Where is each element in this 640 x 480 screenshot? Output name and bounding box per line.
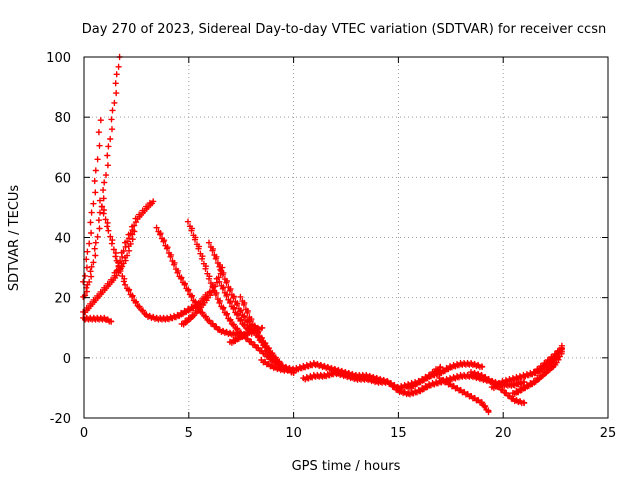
- series-track-13: [226, 324, 266, 347]
- y-tick-label: 40: [54, 232, 71, 247]
- axis-ticks: 0 5 10 15 20 25 -20 0 20 40 60 80 100: [46, 51, 616, 441]
- x-tick-label: 5: [185, 426, 193, 441]
- series-track-1: [80, 53, 123, 301]
- y-tick-label: 100: [46, 51, 71, 66]
- x-tick-label: 15: [390, 426, 407, 441]
- data-point-markers: [178, 264, 226, 328]
- data-point-markers: [530, 345, 566, 376]
- y-tick-label: -20: [50, 412, 71, 427]
- y-tick-label: 60: [54, 171, 71, 186]
- data-point-markers: [205, 239, 297, 377]
- y-tick-label: 80: [54, 111, 71, 126]
- series-track-21: [509, 348, 566, 398]
- y-tick-label: 20: [54, 292, 71, 307]
- data-point-markers: [436, 374, 492, 416]
- series-track-17: [404, 359, 486, 392]
- grid-layer: [84, 57, 608, 418]
- data-point-markers: [80, 53, 123, 301]
- x-tick-label: 25: [600, 426, 617, 441]
- series-track-18: [436, 374, 492, 416]
- data-point-markers: [153, 224, 245, 338]
- y-tick-label: 0: [63, 352, 71, 367]
- data-point-markers: [404, 359, 486, 392]
- series-track-9: [178, 264, 226, 328]
- data-point-markers: [226, 324, 266, 347]
- data-point-markers: [80, 228, 138, 316]
- series-track-4: [80, 228, 138, 316]
- x-tick-label: 10: [285, 426, 302, 441]
- series-track-7: [153, 224, 245, 338]
- data-marks: [80, 53, 566, 416]
- data-point-markers: [80, 117, 104, 285]
- chart-title: Day 270 of 2023, Sidereal Day-to-day VTE…: [82, 22, 606, 37]
- series-track-10: [205, 239, 297, 377]
- series-track-6: [111, 198, 157, 276]
- data-point-markers: [509, 348, 566, 398]
- x-axis-label: GPS time / hours: [292, 459, 401, 474]
- data-point-markers: [111, 198, 157, 276]
- series-track-3: [80, 314, 115, 325]
- data-point-markers: [300, 368, 392, 386]
- x-tick-label: 0: [80, 426, 88, 441]
- series-track-22: [530, 345, 566, 376]
- x-tick-label: 20: [495, 426, 512, 441]
- series-track-2: [80, 117, 104, 285]
- data-point-markers: [80, 314, 115, 325]
- y-axis-label: SDTVAR / TECUs: [7, 185, 22, 292]
- series-track-15: [300, 368, 392, 386]
